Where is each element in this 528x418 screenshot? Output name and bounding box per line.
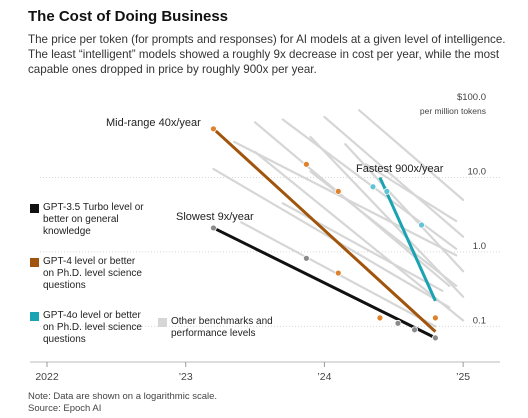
chart-title: The Cost of Doing Business bbox=[28, 8, 229, 25]
note-text: Note: Data are shown on a logarithmic sc… bbox=[28, 391, 218, 402]
gpt4o-point bbox=[418, 221, 425, 229]
chart-plot: 2022 ’23 ’24 ’25 $100.0 10.0 1.0 0.1 per million… bbox=[30, 92, 500, 383]
other-benchmark-line bbox=[344, 143, 465, 273]
gpt4-annotation: Mid-range 40x/year bbox=[106, 117, 201, 129]
other-benchmark-line bbox=[309, 170, 458, 287]
gpt35-trend-line bbox=[212, 226, 437, 340]
gpt4-point bbox=[376, 314, 384, 322]
gpt4-point bbox=[334, 187, 342, 195]
legend-swatch bbox=[30, 258, 39, 267]
legend-swatch bbox=[158, 318, 167, 327]
x-tick-label: ’23 bbox=[179, 371, 193, 383]
legend-label: Other benchmarks and performance levels bbox=[171, 316, 273, 339]
gpt4-point bbox=[431, 314, 439, 322]
source-text: Source: Epoch AI bbox=[28, 402, 102, 414]
legend-swatch bbox=[30, 312, 39, 321]
gpt4-trend-line bbox=[212, 127, 437, 333]
y-unit-label: per million tokens bbox=[420, 106, 486, 116]
y-tick-label: 1.0 bbox=[473, 241, 486, 252]
other-benchmark-line bbox=[364, 163, 458, 223]
other-benchmark-line bbox=[357, 109, 465, 201]
legend-label: GPT-4 level or better on Ph.D. level sci… bbox=[43, 256, 142, 291]
gpt4o-trend-line bbox=[378, 176, 437, 302]
gpt35-annotation: Slowest 9x/year bbox=[176, 211, 254, 223]
gpt35-point bbox=[394, 319, 402, 327]
gpt4-point bbox=[302, 160, 310, 168]
other-benchmark-line bbox=[323, 115, 465, 238]
chart-footnote: Note: Data are shown on a logarithmic sc… bbox=[28, 391, 217, 414]
other-benchmark-line bbox=[253, 150, 465, 322]
other-benchmark-line bbox=[281, 202, 444, 292]
gpt35-point bbox=[210, 224, 217, 232]
legend-label: GPT-4o level or better on Ph.D. level sc… bbox=[43, 310, 142, 345]
gpt35-point bbox=[411, 326, 418, 334]
gpt35-point bbox=[302, 254, 310, 262]
x-tick-label: ’25 bbox=[456, 371, 470, 383]
x-tick-label: 2022 bbox=[35, 371, 59, 383]
gpt4-point bbox=[210, 125, 217, 133]
legend-swatch bbox=[30, 204, 39, 213]
gpt4o-annotation: Fastest 900x/year bbox=[356, 163, 444, 175]
x-tick-label: ’24 bbox=[317, 371, 331, 383]
y-tick-label: $100.0 bbox=[457, 92, 486, 103]
y-tick-label: 10.0 bbox=[468, 166, 487, 177]
gpt35-point bbox=[431, 334, 439, 342]
gpt4-point bbox=[334, 269, 342, 277]
other-benchmark-line bbox=[281, 118, 458, 250]
chart-subtitle: The price per token (for prompts and res… bbox=[28, 33, 506, 76]
gpt4o-point bbox=[369, 183, 377, 191]
gpt4o-point bbox=[383, 187, 391, 195]
y-tick-label: 0.1 bbox=[473, 315, 486, 326]
legend-label: GPT-3.5 Turbo level or better on general… bbox=[43, 202, 144, 237]
